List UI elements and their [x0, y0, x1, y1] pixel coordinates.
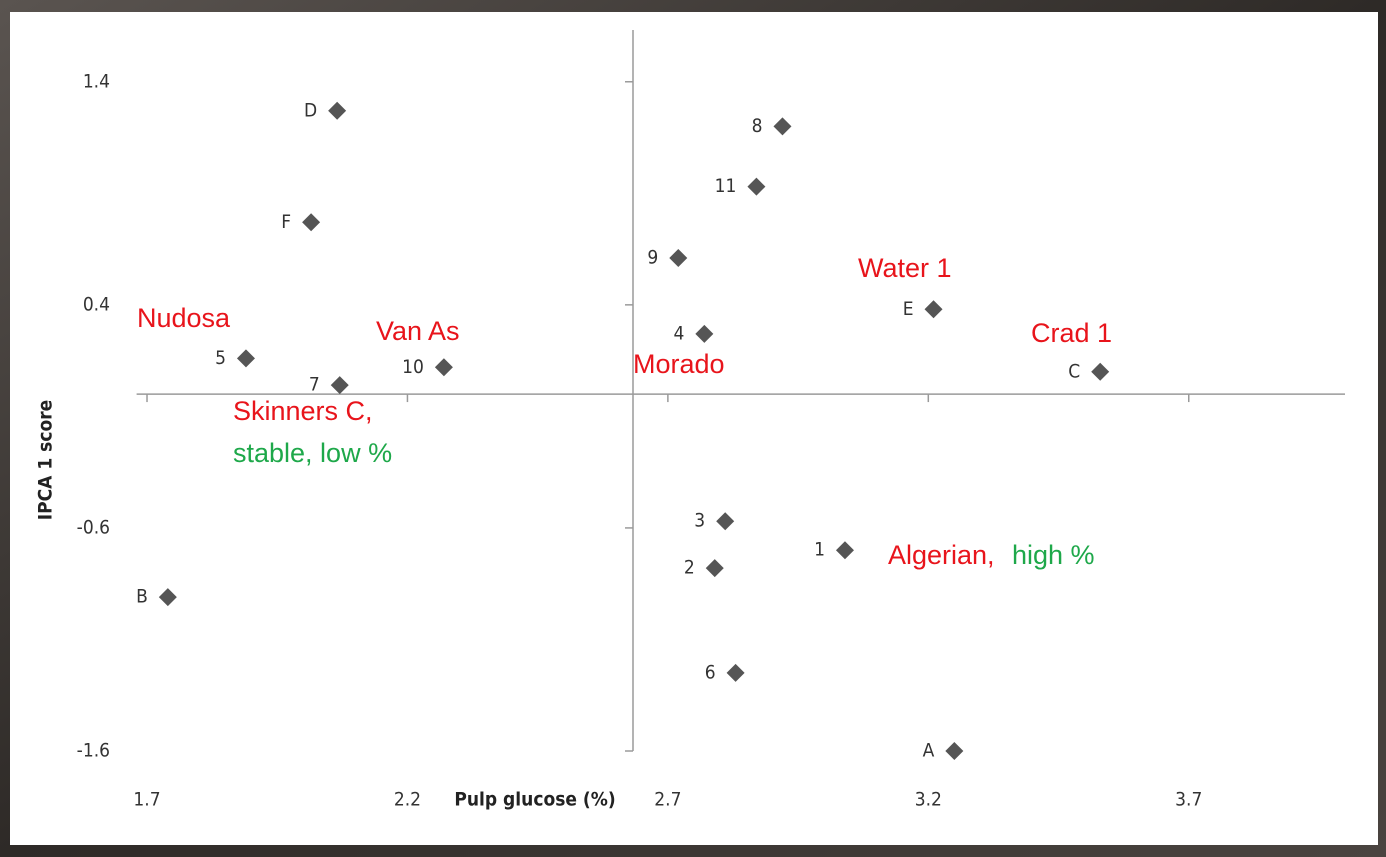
point — [158, 588, 177, 607]
point-label: 9 — [647, 247, 658, 269]
annotation: high % — [1012, 540, 1095, 570]
x-axis-label: Pulp glucose (%) — [454, 789, 615, 811]
point — [924, 300, 943, 319]
point — [236, 349, 255, 368]
x-tick-label: 2.2 — [394, 789, 421, 811]
point-label: 1 — [814, 539, 825, 561]
point-label: 7 — [309, 374, 320, 396]
y-tick-label: 0.4 — [83, 293, 110, 315]
x-tick-label: 3.7 — [1175, 789, 1202, 811]
point-label: E — [903, 298, 914, 320]
point-label: A — [923, 740, 935, 762]
annotation: Nudosa — [137, 303, 231, 333]
point-label: 3 — [694, 510, 705, 532]
point-label: 11 — [715, 175, 737, 197]
point — [434, 358, 453, 377]
point — [302, 213, 321, 232]
plot-background — [10, 12, 1378, 845]
x-tick-label: 1.7 — [133, 789, 160, 811]
point — [1091, 362, 1110, 381]
annotation: stable, low % — [233, 438, 392, 468]
y-tick-label: -1.6 — [77, 740, 110, 762]
point — [695, 324, 714, 343]
point-label: F — [281, 211, 291, 233]
point-label: 10 — [402, 356, 424, 378]
point — [669, 249, 688, 267]
point — [747, 177, 766, 196]
annotation: Van As — [376, 316, 460, 346]
point-label: 6 — [705, 661, 716, 683]
point — [726, 663, 745, 682]
annotation: Algerian, — [888, 540, 995, 570]
point — [705, 559, 724, 578]
point — [330, 376, 349, 395]
x-tick-label: 2.7 — [654, 789, 681, 811]
point-label: 4 — [673, 322, 684, 344]
point — [716, 512, 735, 531]
point-label: D — [304, 99, 317, 121]
point — [945, 742, 964, 760]
annotation: Skinners C, — [233, 396, 373, 426]
point-label: 2 — [684, 557, 695, 579]
point — [835, 541, 854, 560]
point-label: 8 — [752, 115, 763, 137]
point-label: B — [136, 586, 148, 608]
annotation: Morado — [633, 349, 725, 379]
point-label: C — [1068, 360, 1080, 382]
x-tick-label: 3.2 — [915, 789, 942, 811]
point — [773, 117, 792, 136]
y-axis-label: IPCA 1 score — [35, 400, 57, 521]
y-tick-label: 1.4 — [83, 70, 110, 92]
annotation: Water 1 — [858, 253, 952, 283]
y-tick-label: -0.6 — [77, 516, 110, 538]
annotation: Crad 1 — [1031, 318, 1112, 348]
point-label: 5 — [215, 347, 226, 369]
point — [328, 101, 347, 120]
